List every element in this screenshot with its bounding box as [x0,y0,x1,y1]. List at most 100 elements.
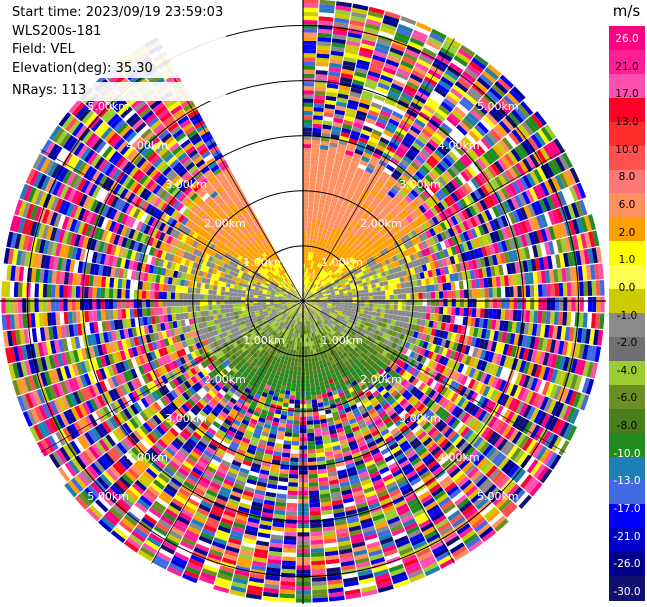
ray-gate [351,156,361,164]
ray-gate [343,56,357,63]
ray-gate [410,189,419,198]
ray-gate [288,370,294,375]
ray-gate [410,101,423,111]
ray-gate [358,248,364,254]
ray-gate [300,334,303,339]
ray-gate [517,285,522,298]
ray-gate [436,162,447,173]
ray-gate [530,297,535,310]
ray-gate [294,362,298,367]
ray-gate [529,284,535,297]
ray-gate [319,279,324,284]
ray-gate [311,576,327,582]
ray-gate [280,585,296,591]
ray-gate [484,298,489,308]
ray-gate [318,207,324,213]
ray-gate [349,245,355,251]
ray-gate [399,143,410,152]
ray-gate [352,242,358,248]
ray-gate [386,179,395,188]
ray-gate [486,131,499,145]
ray-gate [422,104,436,115]
ray-gate [303,292,305,297]
ray-gate [362,90,374,98]
ray-gate [503,95,517,109]
ray-gate [485,112,499,126]
ray-gate [438,104,451,116]
ray-gate [293,420,300,425]
ray-gate [351,259,357,265]
ray-gate [328,184,336,190]
ray-gate [379,174,388,183]
ray-gate [404,281,410,288]
ray-gate [358,102,370,110]
ray-gate [414,94,427,104]
ray-gate [400,158,410,168]
ray-gate [440,76,454,88]
ray-gate [390,172,400,181]
ray-gate [375,181,384,190]
ray-gate [358,181,366,189]
ray-gate [355,144,366,152]
ray-gate [303,36,317,41]
ray-gate [315,390,322,396]
ray-gate [310,543,324,549]
ray-gate [359,133,370,141]
ray-gate [450,87,464,100]
ray-gate [326,263,331,269]
ray-gate [330,219,336,225]
ray-gate [374,46,389,55]
ray-gate [516,310,522,322]
ray-gate [322,229,328,235]
ray-gate [401,305,407,311]
ray-gate [458,280,464,290]
ray-gate [304,346,308,351]
ray-gate [418,299,423,306]
ray-gate [321,281,326,286]
ray-gate [281,452,291,458]
ray-gate [365,144,376,152]
ray-gate [400,209,409,218]
ray-gate [372,170,381,178]
ray-gate [333,164,341,170]
ray-gate [283,539,297,545]
ray-gate [395,103,408,113]
ray-gate [314,431,322,437]
ray-gate [439,291,444,299]
ray-gate [314,257,318,262]
ray-gate [283,398,290,404]
ray-gate [329,58,343,65]
ray-gate [293,366,298,371]
ray-gate [447,133,459,145]
ray-gate [317,45,331,51]
ray-gate [308,206,314,211]
ray-gate [303,115,313,120]
ray-gate [283,548,297,553]
ray-gate [303,247,306,252]
ray-gate [446,167,457,179]
ray-gate [357,209,365,217]
ray-gate [351,291,357,295]
ray-gate [433,313,439,322]
ray-gate [319,8,335,14]
ray-gate [355,223,362,230]
ray-gate [298,354,302,359]
ray-gate [314,231,319,237]
ray-gate [348,302,353,306]
ray-gate [453,55,469,67]
ray-gate [311,395,317,400]
ray-gate [328,277,334,282]
ray-gate [303,139,312,145]
ray-gate [287,411,294,417]
ray-gate [310,164,318,170]
ray-gate [385,223,393,231]
ray-gate [393,195,402,204]
ray-gate [313,419,321,425]
ray-gate [415,21,432,32]
ray-gate [425,142,437,152]
ray-gate [437,50,453,62]
ray-gate [447,298,452,307]
ray-gate [303,32,317,37]
ray-gate [315,386,321,391]
ray-gate [389,304,394,310]
